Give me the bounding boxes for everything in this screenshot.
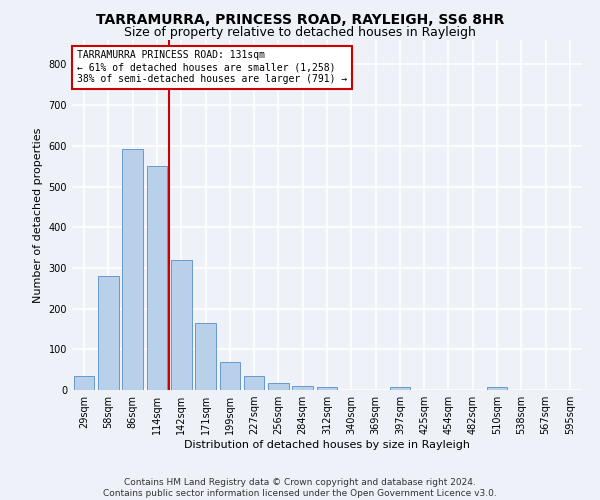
Bar [171, 260, 191, 390]
Text: Contains HM Land Registry data © Crown copyright and database right 2024.
Contai: Contains HM Land Registry data © Crown c… [103, 478, 497, 498]
Bar [74, 376, 94, 390]
Text: TARRAMURRA PRINCESS ROAD: 131sqm
← 61% of detached houses are smaller (1,258)
38: TARRAMURRA PRINCESS ROAD: 131sqm ← 61% o… [77, 50, 347, 84]
X-axis label: Distribution of detached houses by size in Rayleigh: Distribution of detached houses by size … [184, 440, 470, 450]
Bar [220, 362, 240, 390]
Y-axis label: Number of detached properties: Number of detached properties [33, 128, 43, 302]
Bar [317, 386, 337, 390]
Bar [244, 376, 265, 390]
Bar [292, 386, 313, 390]
Text: TARRAMURRA, PRINCESS ROAD, RAYLEIGH, SS6 8HR: TARRAMURRA, PRINCESS ROAD, RAYLEIGH, SS6… [96, 12, 504, 26]
Bar [195, 323, 216, 390]
Text: Size of property relative to detached houses in Rayleigh: Size of property relative to detached ho… [124, 26, 476, 39]
Bar [146, 166, 167, 390]
Bar [122, 148, 143, 390]
Bar [268, 382, 289, 390]
Bar [487, 386, 508, 390]
Bar [98, 276, 119, 390]
Bar [389, 386, 410, 390]
